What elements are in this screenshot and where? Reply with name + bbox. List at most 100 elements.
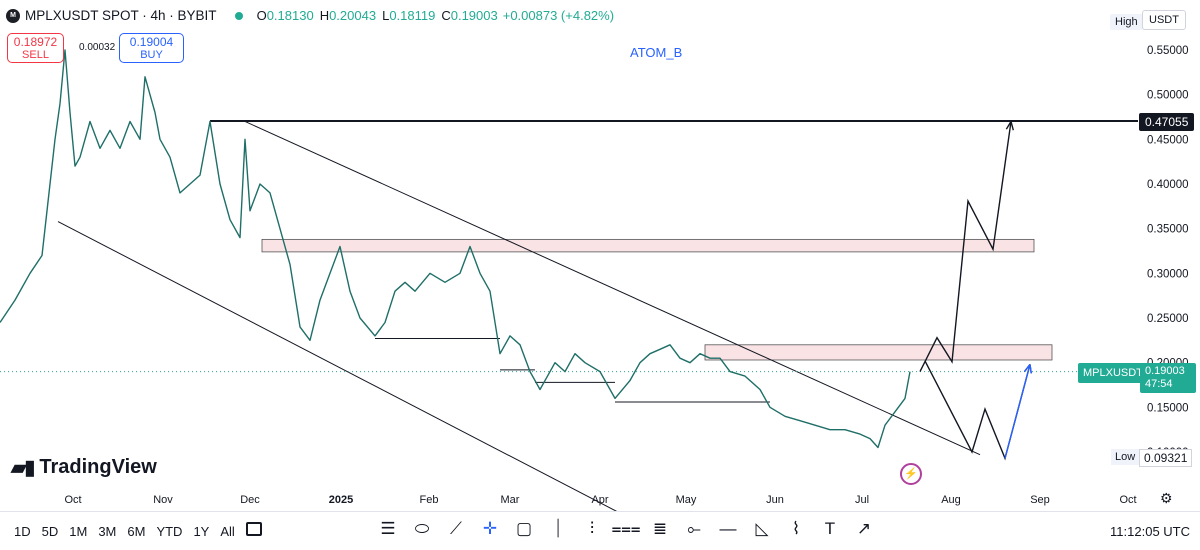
- price-tick-label: 0.15000: [1147, 402, 1189, 414]
- time-tick-label: Jun: [766, 494, 784, 506]
- projection-path: [919, 121, 1012, 372]
- horizontal-lines-icon[interactable]: ☰: [380, 519, 396, 538]
- ohlc-item: H0.20043: [314, 8, 376, 23]
- symbol-title[interactable]: MPLXUSDT SPOT · 4h · BYBIT: [25, 8, 217, 23]
- ohlc-value: 0.19003: [450, 8, 498, 23]
- last-price-label: 0.19003 47:54: [1140, 363, 1196, 393]
- ohlc-key: C: [441, 8, 451, 23]
- currency-select[interactable]: USDT: [1142, 10, 1186, 30]
- vertical-line-icon[interactable]: ⏐: [553, 519, 563, 538]
- bottom-toolbar: 1D 5D 1M 3M 6M YTD 1Y All ☰ ⬭ ⟋ ✛ ▢ ⏐ ⫶ ⩶ ≣ ⟜ — ◺ ⌇ T ↗ 11:12…: [0, 511, 1200, 550]
- symbol-header: M MPLXUSDT SPOT · 4h · BYBIT O0.18130 H0.…: [6, 8, 614, 23]
- brand-text: TradingView: [39, 456, 157, 478]
- time-tick-label: Oct: [64, 494, 81, 506]
- resistance-zone: [261, 238, 1035, 253]
- sell-button[interactable]: 0.18972 SELL: [7, 33, 64, 63]
- low-value: 0.09321: [1139, 449, 1193, 467]
- price-tick-label: 0.40000: [1147, 179, 1189, 191]
- short-position-icon[interactable]: ≣: [652, 519, 668, 538]
- ohlc-value: 0.18119: [389, 8, 436, 23]
- ohlc-value: 0.20043: [329, 8, 377, 23]
- tradingview-mark-icon: ▰▮: [11, 457, 35, 479]
- time-tick-label: Mar: [501, 494, 520, 506]
- rectangle-icon[interactable]: ▢: [515, 519, 533, 538]
- range-selector: 1D 5D 1M 3M 6M YTD 1Y All: [14, 524, 246, 539]
- time-tick-label: Jul: [855, 494, 869, 506]
- horizontal-ray-icon[interactable]: ⟜: [687, 519, 701, 538]
- trend-line-icon[interactable]: ⟋: [450, 519, 462, 538]
- buy-price: 0.19004: [129, 35, 174, 49]
- time-tick-label: Dec: [240, 494, 260, 506]
- sell-price: 0.18972: [13, 35, 58, 49]
- projection-path-arrowhead: [1005, 121, 1014, 131]
- text-icon[interactable]: T: [824, 519, 836, 538]
- projection-path-alt: [924, 360, 1031, 461]
- buy-label: BUY: [140, 49, 163, 61]
- range-all[interactable]: All: [220, 524, 235, 539]
- key-level-label: 0.47055: [1139, 113, 1195, 131]
- high-label: High: [1110, 14, 1143, 30]
- horizontal-line-icon[interactable]: —: [719, 519, 737, 538]
- flash-icon[interactable]: ⚡: [900, 463, 922, 485]
- ohlc-item: +0.00873 (+4.82%): [498, 8, 614, 23]
- price-series-line: [0, 49, 911, 449]
- channel-line: [244, 121, 981, 456]
- range-1m[interactable]: 1M: [69, 524, 88, 539]
- time-tick-label: Oct: [1119, 494, 1136, 506]
- last-symbol-label: MPLXUSDT: [1078, 363, 1148, 383]
- path-icon[interactable]: ⌇: [791, 519, 801, 538]
- utc-clock[interactable]: 11:12:05 UTC: [1110, 524, 1190, 539]
- last-price-value: 0.19003: [1145, 365, 1185, 377]
- long-position-icon[interactable]: ⩶: [611, 519, 641, 538]
- bars-icon[interactable]: ⫶: [589, 519, 595, 538]
- ohlc-values: O0.18130 H0.20043 L0.18119 C0.19003 +0.00873…: [257, 8, 614, 23]
- coin-logo-icon: M: [6, 8, 20, 23]
- time-tick-label: Apr: [591, 494, 608, 506]
- time-tick-label: Feb: [420, 494, 439, 506]
- projection-recovery-arrow-arrowhead: [1023, 364, 1032, 374]
- market-status-icon: [234, 11, 243, 20]
- drawing-tools: ☰ ⬭ ⟋ ✛ ▢ ⏐ ⫶ ⩶ ≣ ⟜ — ◺ ⌇ T ↗: [375, 516, 877, 542]
- crosshair-icon[interactable]: ✛: [482, 519, 498, 538]
- sell-label: SELL: [22, 49, 49, 61]
- triangle-icon[interactable]: ◺: [755, 519, 769, 538]
- ohlc-item: O0.18130: [257, 8, 314, 23]
- price-tick-label: 0.50000: [1147, 90, 1189, 102]
- price-tick-label: 0.55000: [1147, 45, 1189, 57]
- ohlc-key: O: [256, 8, 267, 23]
- range-1d[interactable]: 1D: [14, 524, 31, 539]
- resistance-zone: [704, 344, 1053, 361]
- annotation-text[interactable]: ATOM_B: [630, 45, 683, 60]
- ohlc-key: H: [319, 8, 330, 23]
- projection-recovery-arrow: [1004, 364, 1031, 459]
- range-ytd[interactable]: YTD: [156, 524, 183, 539]
- calendar-icon[interactable]: [246, 522, 262, 536]
- price-tick-label: 0.30000: [1147, 268, 1189, 280]
- buy-button[interactable]: 0.19004 BUY: [119, 33, 184, 63]
- ohlc-value: 0.18130: [266, 8, 314, 23]
- ohlc-value: +0.00873 (+4.82%): [502, 8, 615, 23]
- time-tick-label: Sep: [1030, 494, 1050, 506]
- arrow-icon[interactable]: ↗: [856, 519, 872, 538]
- range-6m[interactable]: 6M: [127, 524, 146, 539]
- low-label: Low: [1111, 449, 1140, 465]
- axis-settings-gear-icon[interactable]: ⚙: [1160, 490, 1173, 506]
- range-5d[interactable]: 5D: [41, 524, 59, 539]
- channel-line: [57, 221, 641, 524]
- range-3m[interactable]: 3M: [98, 524, 117, 539]
- spread-value: 0.00032: [79, 42, 116, 53]
- price-tick-label: 0.45000: [1147, 134, 1189, 146]
- price-tick-label: 0.35000: [1147, 224, 1189, 236]
- time-tick-label: Nov: [153, 494, 173, 506]
- ohlc-item: C0.19003: [435, 8, 497, 23]
- time-tick-label: May: [676, 494, 697, 506]
- time-tick-label: Aug: [941, 494, 961, 506]
- ellipse-icon[interactable]: ⬭: [414, 519, 430, 538]
- range-1y[interactable]: 1Y: [193, 524, 210, 539]
- bar-countdown: 47:54: [1145, 378, 1173, 390]
- tradingview-logo[interactable]: ▰▮ TradingView: [11, 455, 157, 480]
- ohlc-item: L0.18119: [376, 8, 435, 23]
- ohlc-key: L: [382, 8, 390, 23]
- price-tick-label: 0.25000: [1147, 313, 1189, 325]
